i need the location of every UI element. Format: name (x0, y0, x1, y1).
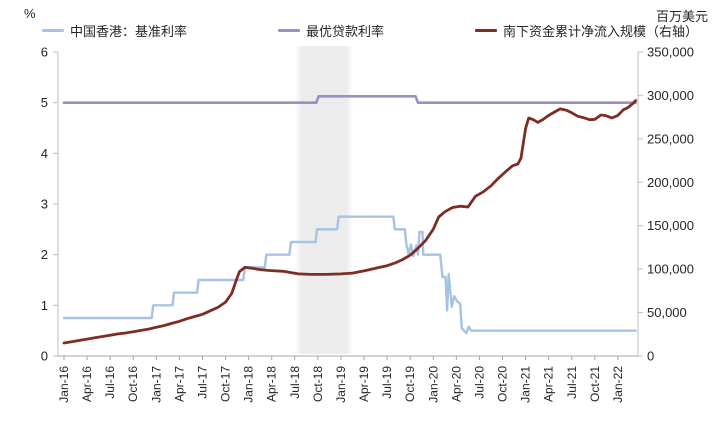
svg-text:6: 6 (41, 45, 48, 60)
highlight-band (294, 46, 354, 354)
svg-text:Jul-20: Jul-20 (472, 366, 486, 399)
svg-text:Jul-21: Jul-21 (565, 366, 579, 399)
svg-text:0: 0 (41, 349, 48, 364)
svg-text:100,000: 100,000 (647, 262, 694, 277)
svg-text:Apr-19: Apr-19 (357, 366, 371, 402)
svg-text:50,000: 50,000 (647, 305, 687, 320)
svg-text:1: 1 (41, 298, 48, 313)
line-marker-icon (474, 28, 497, 32)
line-marker-icon (42, 28, 64, 32)
svg-text:Jan-21: Jan-21 (519, 366, 533, 403)
legend: 中国香港：基准利率 最优贷款利率 南下资金累计净流入规模（右轴） (42, 20, 698, 40)
svg-text:300,000: 300,000 (647, 88, 694, 103)
svg-text:Apr-21: Apr-21 (542, 366, 556, 402)
series-line (62, 95, 637, 104)
svg-text:250,000: 250,000 (647, 131, 694, 146)
svg-text:Apr-16: Apr-16 (80, 366, 94, 402)
svg-text:Apr-18: Apr-18 (265, 366, 279, 402)
svg-text:Oct-18: Oct-18 (311, 366, 325, 402)
svg-text:Jan-19: Jan-19 (334, 366, 348, 403)
svg-text:3: 3 (41, 197, 48, 212)
svg-text:Oct-21: Oct-21 (588, 366, 602, 402)
legend-item-prime-rate: 最优贷款利率 (277, 21, 384, 40)
legend-label: 南下资金累计净流入规模（右轴） (502, 23, 698, 39)
svg-text:Apr-17: Apr-17 (172, 366, 186, 402)
svg-text:Jul-19: Jul-19 (380, 366, 394, 399)
svg-text:Jan-22: Jan-22 (611, 366, 625, 403)
svg-text:4: 4 (41, 146, 48, 161)
svg-text:350,000: 350,000 (647, 45, 694, 60)
svg-text:Jan-16: Jan-16 (57, 366, 71, 403)
svg-text:200,000: 200,000 (647, 175, 694, 190)
left-axis-title: % (24, 6, 36, 21)
svg-text:Oct-19: Oct-19 (403, 366, 417, 402)
svg-text:Oct-20: Oct-20 (496, 366, 510, 402)
right-axis-title: 百万美元 (655, 9, 708, 24)
svg-text:Oct-16: Oct-16 (126, 366, 140, 402)
svg-text:5: 5 (41, 95, 48, 110)
svg-text:Jan-20: Jan-20 (426, 366, 440, 403)
svg-text:0: 0 (647, 349, 654, 364)
svg-text:Apr-20: Apr-20 (449, 366, 463, 402)
legend-label: 最优贷款利率 (305, 23, 384, 39)
svg-text:Jul-17: Jul-17 (195, 366, 209, 399)
legend-label: 中国香港：基准利率 (70, 23, 188, 39)
svg-text:Jul-18: Jul-18 (288, 366, 302, 399)
svg-text:Oct-17: Oct-17 (219, 366, 233, 402)
svg-text:Jan-18: Jan-18 (242, 366, 256, 403)
svg-text:150,000: 150,000 (647, 218, 694, 233)
svg-text:2: 2 (41, 247, 48, 262)
series-line (62, 99, 637, 345)
series-line (62, 215, 637, 335)
line-marker-icon (277, 28, 300, 32)
svg-text:Jan-17: Jan-17 (149, 366, 163, 403)
legend-item-base-rate: 中国香港：基准利率 (42, 21, 187, 40)
legend-item-southbound-flow: 南下资金累计净流入规模（右轴） (474, 21, 698, 40)
svg-text:Jul-16: Jul-16 (103, 366, 117, 399)
